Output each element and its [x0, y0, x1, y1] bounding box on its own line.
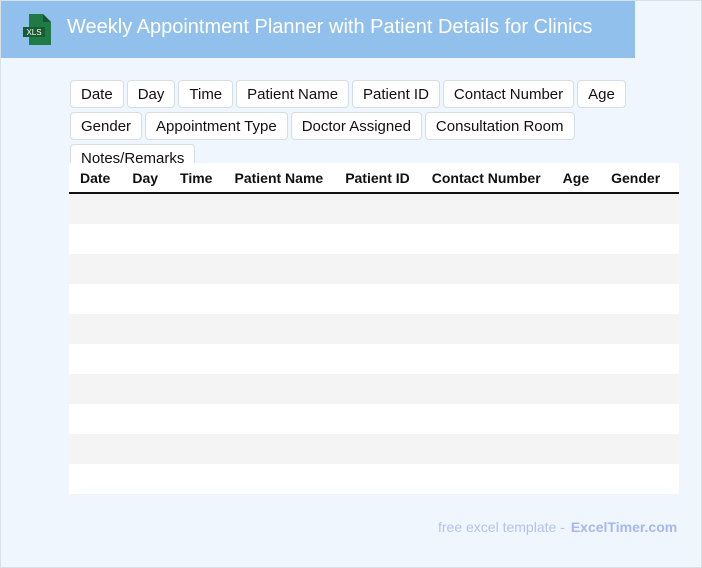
table-row: [69, 434, 679, 464]
field-chip[interactable]: Patient Name: [236, 80, 350, 108]
field-chip[interactable]: Patient ID: [352, 80, 440, 108]
table-row: [69, 374, 679, 404]
brand-link[interactable]: ExcelTimer.com: [570, 519, 678, 535]
xls-file-icon: XLS: [23, 14, 51, 45]
table-row: [69, 224, 679, 254]
field-chip[interactable]: Time: [178, 80, 234, 108]
svg-text:XLS: XLS: [26, 28, 41, 37]
footer: free excel template - ExcelTimer.com: [438, 519, 677, 535]
table-row: [69, 284, 679, 314]
column-header: Contact Number: [431, 169, 541, 186]
field-chip[interactable]: Appointment Type: [145, 112, 288, 140]
column-header: Age: [562, 169, 590, 186]
field-chip[interactable]: Day: [126, 80, 176, 108]
appointment-table: Date Day Time Patient Name Patient ID Contact…: [69, 163, 679, 494]
column-header: Patient ID: [345, 169, 410, 186]
page-title: Weekly Appointment Planner with Patient …: [67, 16, 593, 38]
table-row: [69, 314, 679, 344]
table-body: [69, 194, 679, 494]
table-row: [69, 404, 679, 434]
table-row: [69, 194, 679, 224]
column-header: Gender: [611, 169, 661, 186]
field-chips: Date Day Time Patient Name Patient ID Contact…: [70, 80, 695, 172]
column-header: Time: [180, 169, 213, 186]
column-header: Date: [80, 169, 111, 186]
field-chip[interactable]: Gender: [70, 112, 143, 140]
field-chip[interactable]: Contact Number: [442, 80, 575, 108]
table-row: [69, 344, 679, 374]
table-row: [69, 464, 679, 494]
table-row: [69, 254, 679, 284]
column-header: Day: [132, 169, 159, 186]
column-header: Appointment Type: [671, 170, 679, 186]
field-chip[interactable]: Doctor Assigned: [290, 112, 422, 140]
footer-text: free excel template -: [438, 519, 565, 535]
field-chip[interactable]: Age: [577, 80, 626, 108]
field-chip[interactable]: Date: [70, 80, 124, 108]
table-header: Date Day Time Patient Name Patient ID Contact…: [69, 163, 679, 194]
field-chip[interactable]: Consultation Room: [424, 112, 575, 140]
column-header: Patient Name: [234, 169, 324, 186]
title-banner: XLS Weekly Appointment Planner with Pati…: [1, 1, 635, 58]
